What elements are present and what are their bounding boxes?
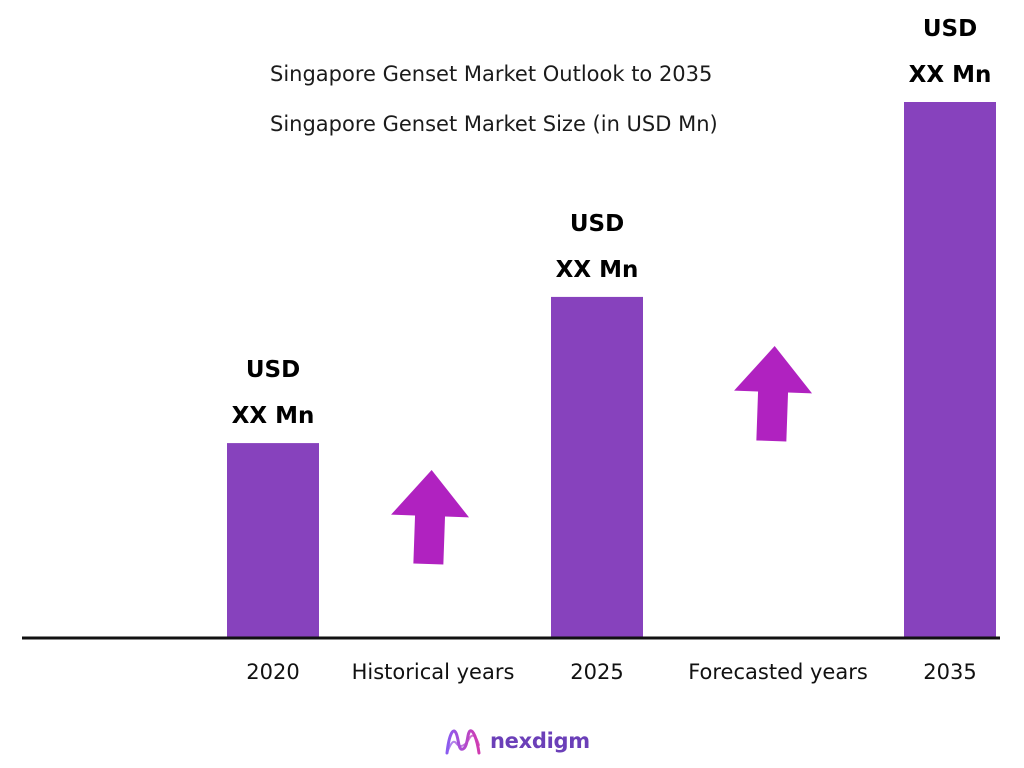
nexdigm-logo: nexdigm — [444, 724, 590, 758]
chart-subtitle: Singapore Genset Market Size (in USD Mn) — [270, 112, 718, 136]
bar-2025 — [551, 296, 643, 638]
bar-value-label-line2: XX Mn — [555, 256, 639, 283]
x-tick-label-2025: 2025 — [570, 660, 624, 684]
bar-value-label-2025: USD XX Mn — [527, 201, 667, 293]
bar-value-label-line2: XX Mn — [908, 62, 992, 88]
bar-value-label-2020: USD XX Mn — [203, 347, 343, 439]
growth-arrow-historical-icon — [391, 470, 470, 565]
period-label-forecasted: Forecasted years — [688, 660, 868, 684]
bar-value-label-line1: USD — [245, 357, 301, 384]
bar-value-label-line1: USD — [922, 16, 978, 42]
period-label-historical: Historical years — [351, 660, 515, 684]
bar-2020 — [227, 443, 319, 638]
nexdigm-logo-icon — [445, 729, 481, 755]
x-tick-label-2020: 2020 — [246, 660, 300, 684]
bar-2035 — [904, 102, 996, 638]
brand-name: nexdigm — [490, 729, 590, 753]
growth-arrow-forecast-icon — [734, 346, 813, 442]
bar-value-label-2035: USD XX Mn — [880, 6, 1020, 98]
bar-value-label-line1: USD — [569, 210, 625, 237]
bar-value-label-line2: XX Mn — [231, 403, 315, 430]
x-tick-label-2035: 2035 — [923, 660, 977, 684]
chart-title: Singapore Genset Market Outlook to 2035 — [270, 62, 713, 86]
